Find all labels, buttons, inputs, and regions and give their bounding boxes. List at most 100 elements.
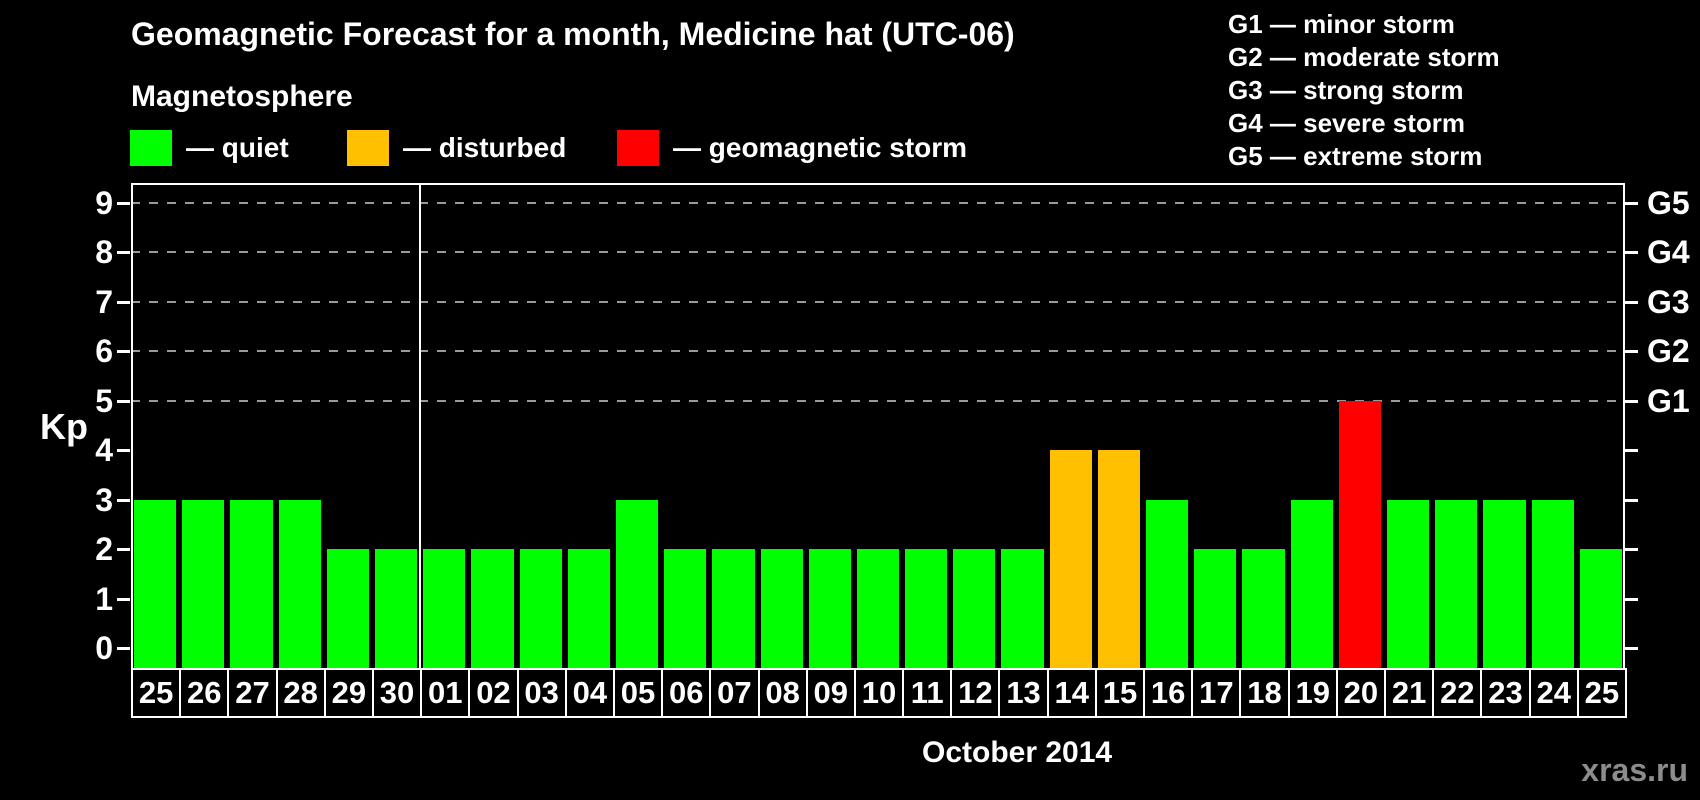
date-cell-20: 20 xyxy=(1335,668,1387,718)
kp-bar-day-26 xyxy=(182,499,225,668)
y-axis-tick-left-1 xyxy=(117,597,130,601)
kp-bar-day-09 xyxy=(808,549,851,668)
legend-item-label: — quiet xyxy=(186,132,289,163)
date-cell-18: 18 xyxy=(1239,668,1290,718)
kp-bar-day-02 xyxy=(471,549,514,668)
kp-bar-day-25 xyxy=(134,499,177,668)
y-axis-tick-left-0 xyxy=(117,647,130,651)
y-axis-tick-left-7 xyxy=(117,300,130,304)
g-scale-item-g3: G3 — strong storm xyxy=(1228,75,1464,105)
g-level-label-g1: G1 xyxy=(1647,382,1690,419)
y-axis-tick-left-8 xyxy=(117,251,130,255)
kp-bar-day-25 xyxy=(1579,549,1622,668)
y-axis-label-4: 4 xyxy=(95,432,113,469)
y-axis-title: Kp xyxy=(40,406,88,447)
date-cell-17: 17 xyxy=(1191,668,1242,718)
y-axis-label-8: 8 xyxy=(95,234,113,271)
legend-item-storm: — geomagnetic storm xyxy=(617,128,967,168)
kp-bar-day-08 xyxy=(760,549,803,668)
kp-bar-day-11 xyxy=(905,549,948,668)
kp-bar-day-06 xyxy=(664,549,707,668)
gridline-kp7 xyxy=(131,300,1625,303)
date-cell-07: 07 xyxy=(709,668,760,718)
date-cell-sep-30: 30 xyxy=(371,668,423,718)
quiet-color-swatch xyxy=(130,130,172,166)
plot-area: 0 1 2 3 4 5 6 7 8 9 G1 G2 G3 G4 G5 xyxy=(95,183,1690,668)
kp-bar-day-28 xyxy=(278,499,321,668)
y-axis-label-3: 3 xyxy=(95,481,113,518)
kp-bar-day-15 xyxy=(1097,450,1141,668)
date-cell-12: 12 xyxy=(950,668,1001,718)
y-axis-label-1: 1 xyxy=(95,580,113,617)
gridline-kp8 xyxy=(131,251,1625,254)
date-cell-24: 24 xyxy=(1528,668,1579,718)
y-axis-tick-right-4 xyxy=(1625,449,1638,453)
kp-bar-day-22 xyxy=(1435,499,1478,668)
y-axis-label-9: 9 xyxy=(95,184,113,221)
kp-bar-day-19 xyxy=(1290,499,1333,668)
g-level-label-g4: G4 xyxy=(1647,234,1690,271)
kp-bar-day-14 xyxy=(1049,450,1092,668)
date-cell-03: 03 xyxy=(516,668,567,718)
legend-item-disturbed: — disturbed xyxy=(347,128,566,168)
date-cell-22: 22 xyxy=(1432,668,1483,718)
kp-bar-day-10 xyxy=(856,549,900,668)
kp-bar-day-12 xyxy=(953,549,996,668)
date-cell-sep-28: 28 xyxy=(275,668,326,718)
legend-item-label: — disturbed xyxy=(403,132,567,163)
y-axis-tick-right-1 xyxy=(1625,597,1638,601)
storm-color-swatch xyxy=(617,130,659,166)
g-scale-item-g1: G1 — minor storm xyxy=(1228,9,1455,39)
g-level-label-g3: G3 xyxy=(1647,283,1690,320)
kp-bar-day-27 xyxy=(230,499,273,668)
y-axis-label-6: 6 xyxy=(95,333,113,370)
kp-bar-day-24 xyxy=(1531,499,1574,668)
g-scale-legend: G1 — minor storm G2 — moderate storm G3 … xyxy=(1228,8,1500,173)
watermark: xras.ru xyxy=(1581,752,1688,788)
legend-item-quiet: — quiet xyxy=(130,128,289,168)
y-axis-tick-right-5 xyxy=(1625,399,1638,403)
y-axis-label-7: 7 xyxy=(95,283,113,320)
gridline-kp6 xyxy=(131,350,1625,353)
disturbed-color-swatch xyxy=(347,130,389,166)
month-separator-line xyxy=(419,183,422,668)
gridline-kp5 xyxy=(131,399,1625,402)
kp-bar-day-23 xyxy=(1483,499,1526,668)
kp-bar-day-04 xyxy=(567,549,610,668)
date-cell-04: 04 xyxy=(564,668,615,718)
plot-frame-left xyxy=(131,183,133,668)
date-cell-sep-26: 26 xyxy=(179,668,230,718)
chart-title: Geomagnetic Forecast for a month, Medici… xyxy=(131,16,1015,52)
y-axis-tick-right-8 xyxy=(1625,251,1638,255)
g-level-label-g2: G2 xyxy=(1647,333,1690,370)
y-axis-tick-right-9 xyxy=(1625,201,1638,205)
kp-bar-day-29 xyxy=(326,549,369,668)
kp-bar-day-18 xyxy=(1242,549,1285,668)
date-cell-15: 15 xyxy=(1094,668,1146,718)
date-cell-11: 11 xyxy=(902,668,953,718)
kp-bar-day-20 xyxy=(1338,400,1382,668)
y-axis-tick-right-3 xyxy=(1625,498,1638,502)
date-cell-19: 19 xyxy=(1287,668,1338,718)
date-cell-10: 10 xyxy=(853,668,905,718)
y-axis-tick-left-9 xyxy=(117,201,130,205)
g-level-label-g5: G5 xyxy=(1647,184,1690,221)
magnetosphere-label: Magnetosphere xyxy=(131,80,353,113)
kp-bar-day-17 xyxy=(1194,549,1237,668)
g-scale-item-g2: G2 — moderate storm xyxy=(1228,42,1500,72)
y-axis-tick-left-2 xyxy=(117,548,130,552)
date-cell-sep-25: 25 xyxy=(131,668,182,718)
date-cell-02: 02 xyxy=(468,668,519,718)
y-axis-tick-right-2 xyxy=(1625,548,1638,552)
gridline-kp9 xyxy=(131,201,1625,204)
x-axis-date-labels: 25 26 27 28 29 30 01 02 03 04 05 06 07 08 09 10 11 12 13 14… xyxy=(131,668,1627,718)
kp-bar-day-16 xyxy=(1146,499,1189,668)
g-scale-item-g5: G5 — extreme storm xyxy=(1228,141,1483,171)
kp-bar-day-03 xyxy=(519,549,562,668)
y-axis-tick-left-3 xyxy=(117,498,130,502)
date-cell-sep-29: 29 xyxy=(323,668,374,718)
kp-bar-day-01 xyxy=(423,549,466,668)
kp-bar-day-13 xyxy=(1001,549,1044,668)
y-axis-tick-right-6 xyxy=(1625,350,1638,354)
y-axis-tick-left-6 xyxy=(117,350,130,354)
